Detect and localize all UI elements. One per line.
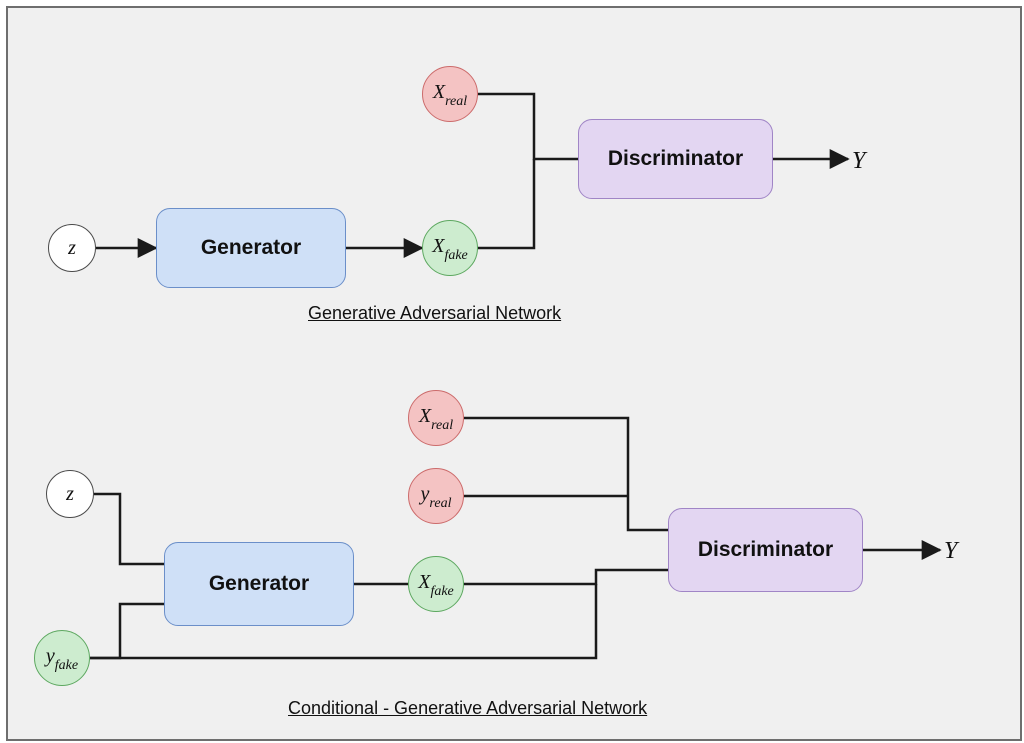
cgan-edge-0 — [94, 494, 164, 564]
cgan-edge-5 — [464, 570, 668, 584]
gan-xfake-label: Xfake — [432, 235, 468, 262]
gan-disc-node: Discriminator — [578, 119, 773, 199]
cgan-xreal-label: Xreal — [419, 405, 453, 432]
cgan-gen-node: Generator — [164, 542, 354, 626]
cgan-edge-3 — [464, 418, 668, 530]
gan-edge-2 — [478, 94, 578, 159]
cgan-yreal-label: yreal — [421, 483, 452, 510]
gan-z-node: z — [48, 224, 96, 272]
cgan-y-output-label: Y — [944, 538, 957, 565]
cgan-xreal-node: Xreal — [408, 390, 464, 446]
cgan-xfake-label: Xfake — [418, 571, 454, 598]
diagram-canvas: z Generator Xfake Xreal Discriminator Y Genera… — [6, 6, 1022, 741]
gan-gen-label: Generator — [201, 236, 301, 260]
gan-gen-node: Generator — [156, 208, 346, 288]
cgan-gen-label: Generator — [209, 572, 309, 596]
gan-disc-label: Discriminator — [608, 147, 743, 171]
gan-y-output-label: Y — [852, 148, 865, 175]
cgan-xfake-node: Xfake — [408, 556, 464, 612]
gan-edge-3 — [478, 159, 534, 248]
cgan-yreal-node: yreal — [408, 468, 464, 524]
cgan-caption: Conditional - Generative Adversarial Net… — [288, 698, 647, 719]
cgan-disc-node: Discriminator — [668, 508, 863, 592]
cgan-disc-label: Discriminator — [698, 538, 833, 562]
gan-xreal-node: Xreal — [422, 66, 478, 122]
cgan-yfake-label: yfake — [46, 645, 78, 672]
edges-layer — [8, 8, 1020, 739]
gan-z-label: z — [68, 237, 76, 260]
cgan-z-node: z — [46, 470, 94, 518]
gan-xfake-node: Xfake — [422, 220, 478, 276]
cgan-z-label: z — [66, 483, 74, 506]
gan-caption: Generative Adversarial Network — [308, 303, 561, 324]
gan-xreal-label: Xreal — [433, 81, 467, 108]
cgan-edge-1 — [90, 604, 164, 658]
cgan-yfake-node: yfake — [34, 630, 90, 686]
